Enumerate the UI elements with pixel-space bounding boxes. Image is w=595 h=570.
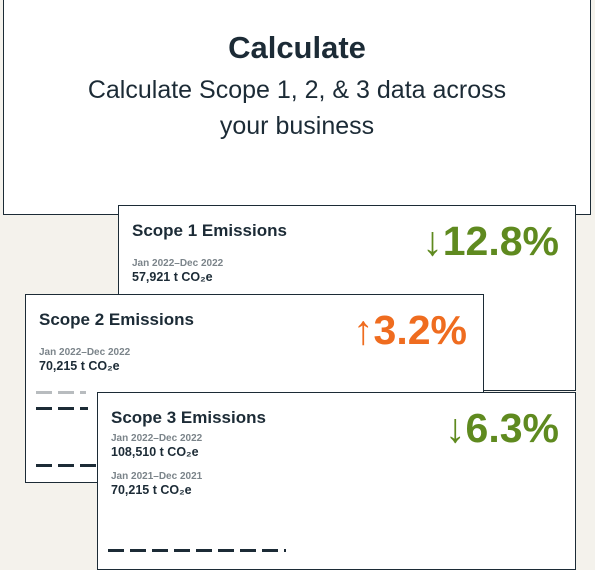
chart-dash: [152, 549, 168, 552]
change-percent: ↓12.8%: [422, 218, 559, 264]
hero-subtitle: Calculate Scope 1, 2, & 3 data across yo…: [87, 76, 507, 140]
chart-dash: [262, 549, 278, 552]
period-value: 70,215 t CO₂e: [39, 359, 120, 373]
chart-dash: [174, 549, 190, 552]
period-value: 70,215 t CO₂e: [111, 483, 192, 497]
period-value: 57,921 t CO₂e: [132, 270, 213, 284]
chart-dash: [80, 391, 86, 394]
chart-dash: [58, 464, 74, 467]
chart-dash: [218, 549, 234, 552]
hero-title: Calculate: [228, 30, 366, 65]
period: Jan 2021–Dec 2021 70,215 t CO₂e: [111, 471, 202, 497]
change-percent: ↓6.3%: [445, 405, 559, 451]
period-range: Jan 2021–Dec 2021: [111, 471, 203, 482]
hero-box: Calculate Calculate Scope 1, 2, & 3 data…: [3, 0, 591, 215]
chart-dash: [240, 549, 256, 552]
chart-dash: [130, 549, 146, 552]
period: Jan 2022–Dec 2022 70,215 t CO₂e: [39, 347, 130, 373]
period: Jan 2022–Dec 2022 108,510 t CO₂e: [111, 433, 202, 459]
period-range: Jan 2022–Dec 2022: [111, 433, 203, 444]
chart-dash: [36, 407, 52, 410]
card-title: Scope 3 Emissions: [111, 408, 266, 427]
period-range: Jan 2022–Dec 2022: [39, 347, 131, 358]
chart-dash: [80, 407, 88, 410]
chart-dash: [36, 464, 52, 467]
chart-dash: [58, 407, 74, 410]
chart-dash: [284, 549, 286, 552]
chart-dash: [36, 391, 52, 394]
period-value: 108,510 t CO₂e: [111, 445, 199, 459]
chart-dash: [80, 464, 96, 467]
card-title: Scope 1 Emissions: [132, 221, 287, 240]
chart-dash: [58, 391, 74, 394]
period-range: Jan 2022–Dec 2022: [132, 258, 224, 269]
chart-dash: [108, 549, 124, 552]
period: Jan 2022–Dec 2022 57,921 t CO₂e: [132, 258, 223, 284]
change-percent: ↑3.2%: [353, 307, 467, 353]
chart-dash: [196, 549, 212, 552]
card-title: Scope 2 Emissions: [39, 310, 194, 329]
emissions-card: Scope 3 Emissions ↓6.3% Jan 2022–Dec 2022 1…: [97, 392, 576, 570]
